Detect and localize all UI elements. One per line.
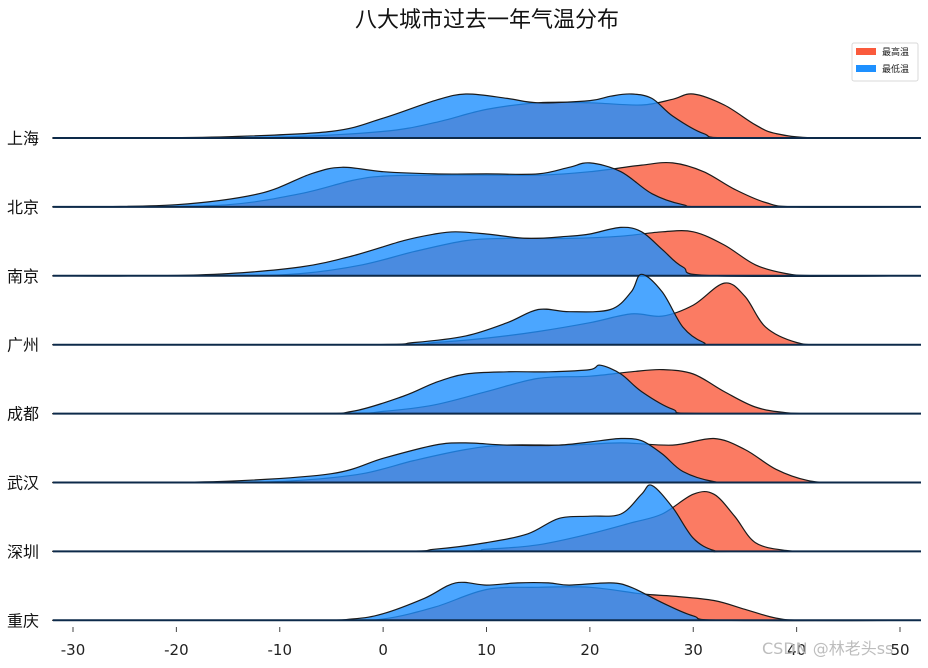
ridge-2: 北京 <box>7 161 921 217</box>
legend-swatch-high <box>856 48 876 55</box>
x-tick-label: -20 <box>164 641 189 659</box>
ridge-7: 深圳 <box>7 484 921 561</box>
ridge-4: 广州 <box>7 273 921 355</box>
city-label: 上海 <box>7 129 39 148</box>
ridge-low-area <box>52 437 921 484</box>
x-tick-label: 50 <box>890 641 909 659</box>
legend-label-low: 最低温 <box>882 63 909 75</box>
ridge-8: 重庆 <box>7 581 921 630</box>
ridge-low-area <box>52 364 921 415</box>
city-label: 深圳 <box>7 542 39 561</box>
ridge-5: 成都 <box>7 364 921 424</box>
ridge-low-area <box>52 581 921 622</box>
city-label: 北京 <box>7 198 39 217</box>
x-tick-label: -10 <box>268 641 293 659</box>
x-tick-label: -30 <box>61 641 86 659</box>
x-tick-label: 20 <box>580 641 599 659</box>
ridge-1: 上海 <box>7 93 921 148</box>
city-label: 成都 <box>7 405 39 424</box>
ridge-low-area <box>52 162 921 208</box>
legend: 最高温 最低温 <box>851 42 919 82</box>
watermark: CSDN @林老头ss <box>762 639 893 658</box>
ridge-low-area <box>52 93 921 139</box>
city-label: 重庆 <box>7 611 39 630</box>
city-label: 武汉 <box>7 474 39 493</box>
x-tick-label: 30 <box>684 641 703 659</box>
x-tick-label: 10 <box>477 641 496 659</box>
x-tick-label: 0 <box>378 641 388 659</box>
legend-label-high: 最高温 <box>882 46 909 58</box>
ridge-low-area <box>52 226 921 278</box>
ridge-low-area <box>52 273 921 346</box>
legend-swatch-low <box>856 65 876 72</box>
x-tick-label: 40 <box>787 641 806 659</box>
x-axis: -30 -20 -10 0 10 20 30 40 50 <box>61 627 910 659</box>
ridge-low-area <box>52 484 921 553</box>
city-label: 广州 <box>7 336 39 355</box>
chart-title: 八大城市过去一年气温分布 <box>355 8 619 33</box>
city-label: 南京 <box>7 267 39 286</box>
ridge-6: 武汉 <box>7 437 921 493</box>
ridge-3: 南京 <box>7 226 921 286</box>
